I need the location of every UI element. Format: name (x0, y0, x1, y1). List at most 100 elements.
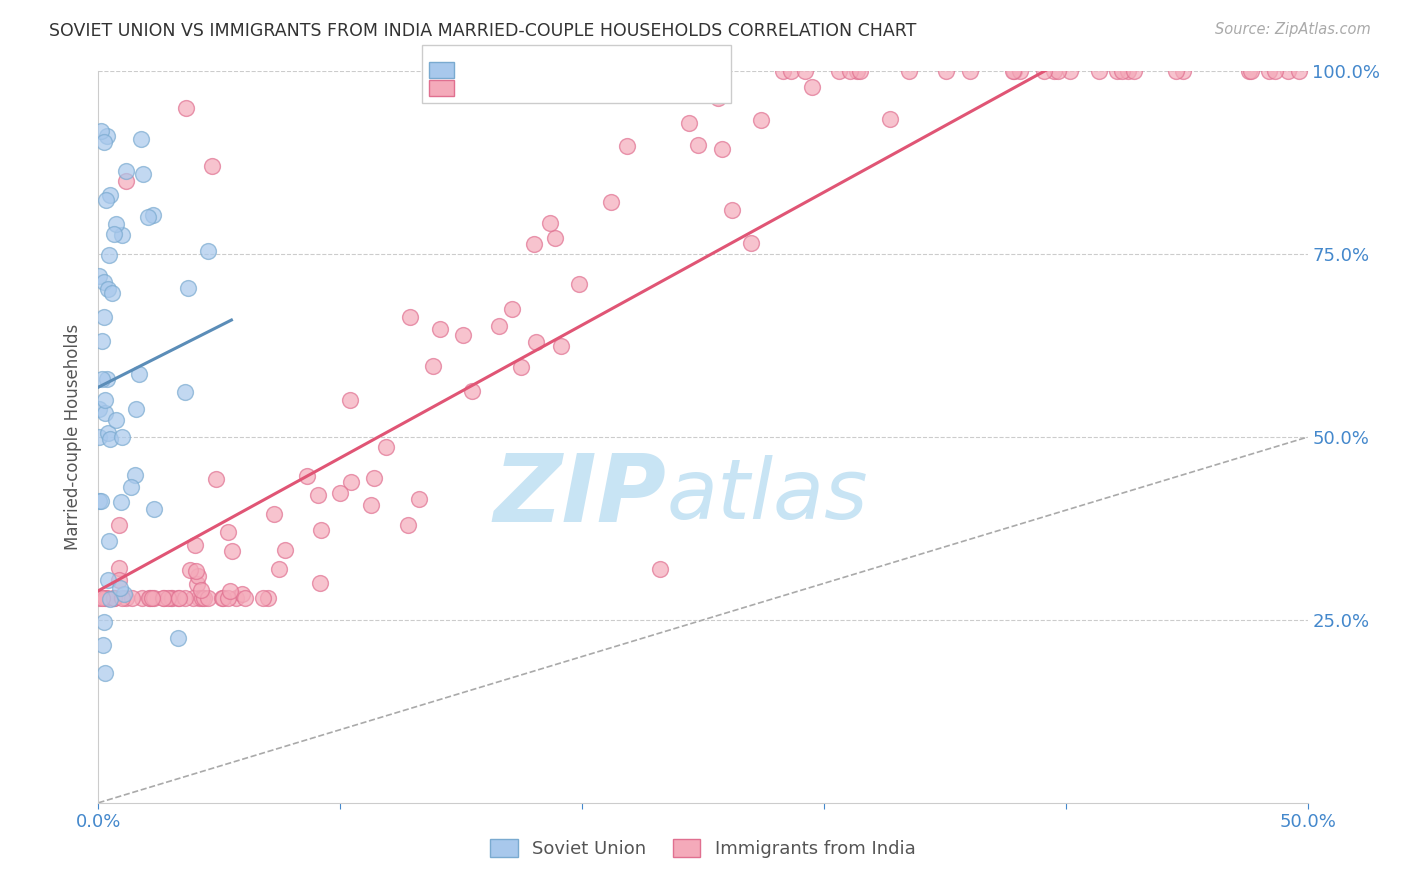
Point (87, 402, 110, 417)
Text: Source: ZipAtlas.com: Source: ZipAtlas.com (1215, 22, 1371, 37)
Point (103, 227, 125, 242)
Point (688, 138, 710, 153)
Y-axis label: Married-couple Households: Married-couple Households (65, 324, 83, 550)
Point (935, 64, 957, 78)
Point (94, 591, 117, 605)
Point (360, 498, 382, 512)
Point (550, 339, 572, 353)
Point (422, 359, 444, 373)
Point (1240, 64, 1263, 78)
Point (599, 195, 621, 210)
Point (115, 591, 138, 605)
Text: 0.078: 0.078 (506, 61, 564, 78)
Point (197, 244, 219, 259)
Point (179, 563, 201, 577)
Point (707, 90, 730, 104)
Point (156, 591, 179, 605)
Point (1171, 64, 1194, 78)
Point (263, 508, 285, 522)
Point (184, 538, 207, 552)
Text: R =: R = (460, 79, 499, 97)
Point (190, 583, 212, 598)
Point (1264, 64, 1286, 78)
Point (128, 367, 150, 381)
Point (488, 318, 510, 333)
Point (461, 384, 484, 398)
Point (187, 591, 209, 605)
Point (217, 525, 239, 540)
Point (710, 142, 733, 156)
Point (398, 310, 420, 325)
Point (103, 591, 125, 605)
Point (160, 591, 183, 605)
Point (848, 64, 870, 78)
Point (120, 480, 142, 494)
Point (97, 426, 120, 441)
Point (1059, 64, 1081, 78)
Point (176, 101, 198, 115)
Text: R =: R = (460, 61, 499, 78)
Point (105, 217, 128, 231)
Point (94, 193, 117, 207)
Point (142, 502, 165, 516)
Point (124, 402, 146, 417)
Point (211, 591, 233, 605)
Point (131, 591, 153, 605)
Point (124, 468, 146, 483)
Point (138, 591, 160, 605)
Point (544, 230, 567, 244)
Point (201, 160, 224, 174)
Point (1111, 64, 1133, 78)
Point (839, 64, 862, 78)
Point (1008, 64, 1031, 78)
Point (828, 64, 851, 78)
Point (167, 591, 190, 605)
Point (105, 412, 128, 426)
Point (749, 113, 772, 128)
Point (252, 591, 274, 605)
Point (1123, 64, 1146, 78)
Point (408, 491, 430, 506)
Point (177, 281, 200, 295)
Point (98, 248, 121, 262)
Point (801, 80, 824, 95)
Point (138, 211, 160, 225)
Point (112, 586, 135, 600)
Point (339, 393, 361, 408)
Point (98, 188, 121, 202)
Point (339, 475, 361, 490)
Point (129, 131, 152, 145)
Point (217, 591, 239, 605)
Point (110, 227, 132, 242)
Point (98, 533, 121, 548)
Point (94, 406, 117, 420)
Point (108, 517, 131, 532)
Point (160, 591, 183, 605)
Point (616, 139, 638, 153)
Point (93, 275, 115, 289)
Text: 0.384: 0.384 (506, 79, 564, 97)
Point (568, 277, 591, 291)
Point (110, 495, 132, 509)
Text: 50: 50 (630, 61, 655, 78)
Point (522, 237, 544, 252)
Point (90, 334, 112, 348)
Text: N =: N = (583, 79, 623, 97)
Point (1164, 64, 1187, 78)
Point (174, 384, 197, 399)
Point (153, 591, 176, 605)
Point (1087, 64, 1109, 78)
Point (89, 430, 111, 444)
Point (779, 64, 801, 78)
Point (221, 544, 243, 558)
Point (167, 631, 190, 645)
Point (538, 216, 561, 230)
Point (1288, 64, 1310, 78)
Point (115, 163, 138, 178)
Point (1105, 64, 1128, 78)
Point (93, 310, 115, 324)
Point (311, 524, 333, 538)
Point (97, 574, 120, 588)
Point (89, 494, 111, 508)
Point (1047, 64, 1070, 78)
